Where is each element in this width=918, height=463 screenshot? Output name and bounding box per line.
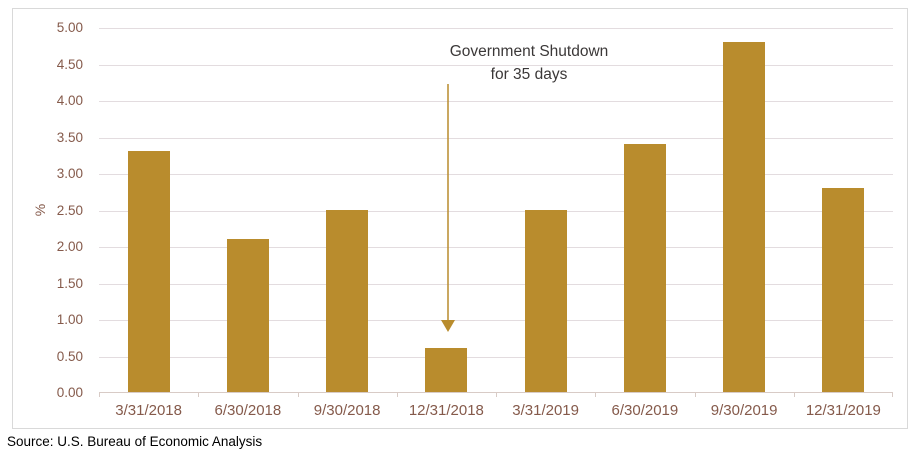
- bar-9/30/2018: [326, 209, 369, 392]
- y-gridline: [99, 210, 893, 212]
- y-axis-tick-label: 1.50: [56, 275, 83, 291]
- x-axis-label: 3/31/2019: [512, 402, 579, 419]
- x-axis-tick: [793, 392, 795, 397]
- source-note: Source: U.S. Bureau of Economic Analysis: [7, 434, 263, 449]
- annotation-line-2: for 35 days: [490, 66, 568, 83]
- bar-12/31/2018: [425, 348, 468, 392]
- x-axis-tick: [496, 392, 497, 397]
- x-axis-tick: [198, 392, 200, 397]
- y-axis-tick-label: 4.00: [56, 93, 83, 108]
- x-axis-label: 9/30/2018: [313, 402, 381, 419]
- y-axis-tick-label: 3.00: [56, 166, 83, 181]
- annotation-line-1: Government Shutdown: [449, 43, 609, 60]
- y-gridline: [99, 283, 893, 285]
- annotation-callout: Government Shutdown for 35 days: [369, 40, 689, 86]
- y-axis-tick-label: 3.50: [56, 129, 83, 145]
- x-axis-label: 6/30/2019: [611, 402, 679, 419]
- bar-9/30/2019: [723, 41, 766, 392]
- y-axis-tick-label: 2.00: [56, 239, 83, 254]
- bar-3/31/2019: [524, 209, 567, 392]
- bar-6/30/2018: [226, 238, 269, 392]
- bar-6/30/2019: [623, 143, 666, 392]
- chart-frame: % 0.00 0.50 1.00 1.50 2.00 2.50 3.00 3.50 4.00 4.…: [12, 8, 908, 429]
- x-axis-tick: [99, 392, 100, 397]
- bar-3/31/2018: [127, 151, 170, 392]
- x-axis-label: 12/31/2019: [805, 402, 881, 419]
- x-axis-label: 12/31/2018: [408, 402, 484, 419]
- x-axis-tick: [892, 392, 893, 397]
- y-axis-tick-label: 5.00: [56, 20, 83, 35]
- y-gridline: [99, 320, 893, 321]
- y-axis-tick-label: 0.00: [56, 385, 83, 400]
- y-gridline: [99, 174, 893, 175]
- bar-12/31/2019: [822, 187, 865, 392]
- x-axis-tick: [694, 392, 696, 397]
- y-gridline: [99, 28, 893, 29]
- y-gridline: [99, 64, 893, 66]
- x-axis-tick: [396, 392, 398, 397]
- y-gridline: [99, 137, 893, 139]
- y-axis: 0.00 0.50 1.00 1.50 2.00 2.50 3.00 3.50 4.00 4.50…: [21, 20, 83, 400]
- y-gridline: [99, 356, 893, 358]
- x-axis-tick: [297, 392, 299, 397]
- plot-area: 3/31/2018 6/30/2018 9/30/2018 12/31/2018 3/3…: [99, 28, 893, 419]
- x-axis-tick: [595, 392, 597, 397]
- y-axis-tick-label: 2.50: [56, 202, 83, 218]
- x-axis-label: 9/30/2019: [710, 402, 778, 419]
- y-axis-tick-label: 0.50: [56, 348, 83, 364]
- x-axis-label: 6/30/2018: [214, 402, 282, 419]
- y-axis-tick-label: 4.50: [56, 56, 83, 72]
- y-gridline: [99, 101, 893, 102]
- y-axis-tick-label: 1.00: [56, 312, 83, 327]
- y-gridline: [99, 247, 893, 248]
- x-axis-label: 3/31/2018: [115, 402, 182, 419]
